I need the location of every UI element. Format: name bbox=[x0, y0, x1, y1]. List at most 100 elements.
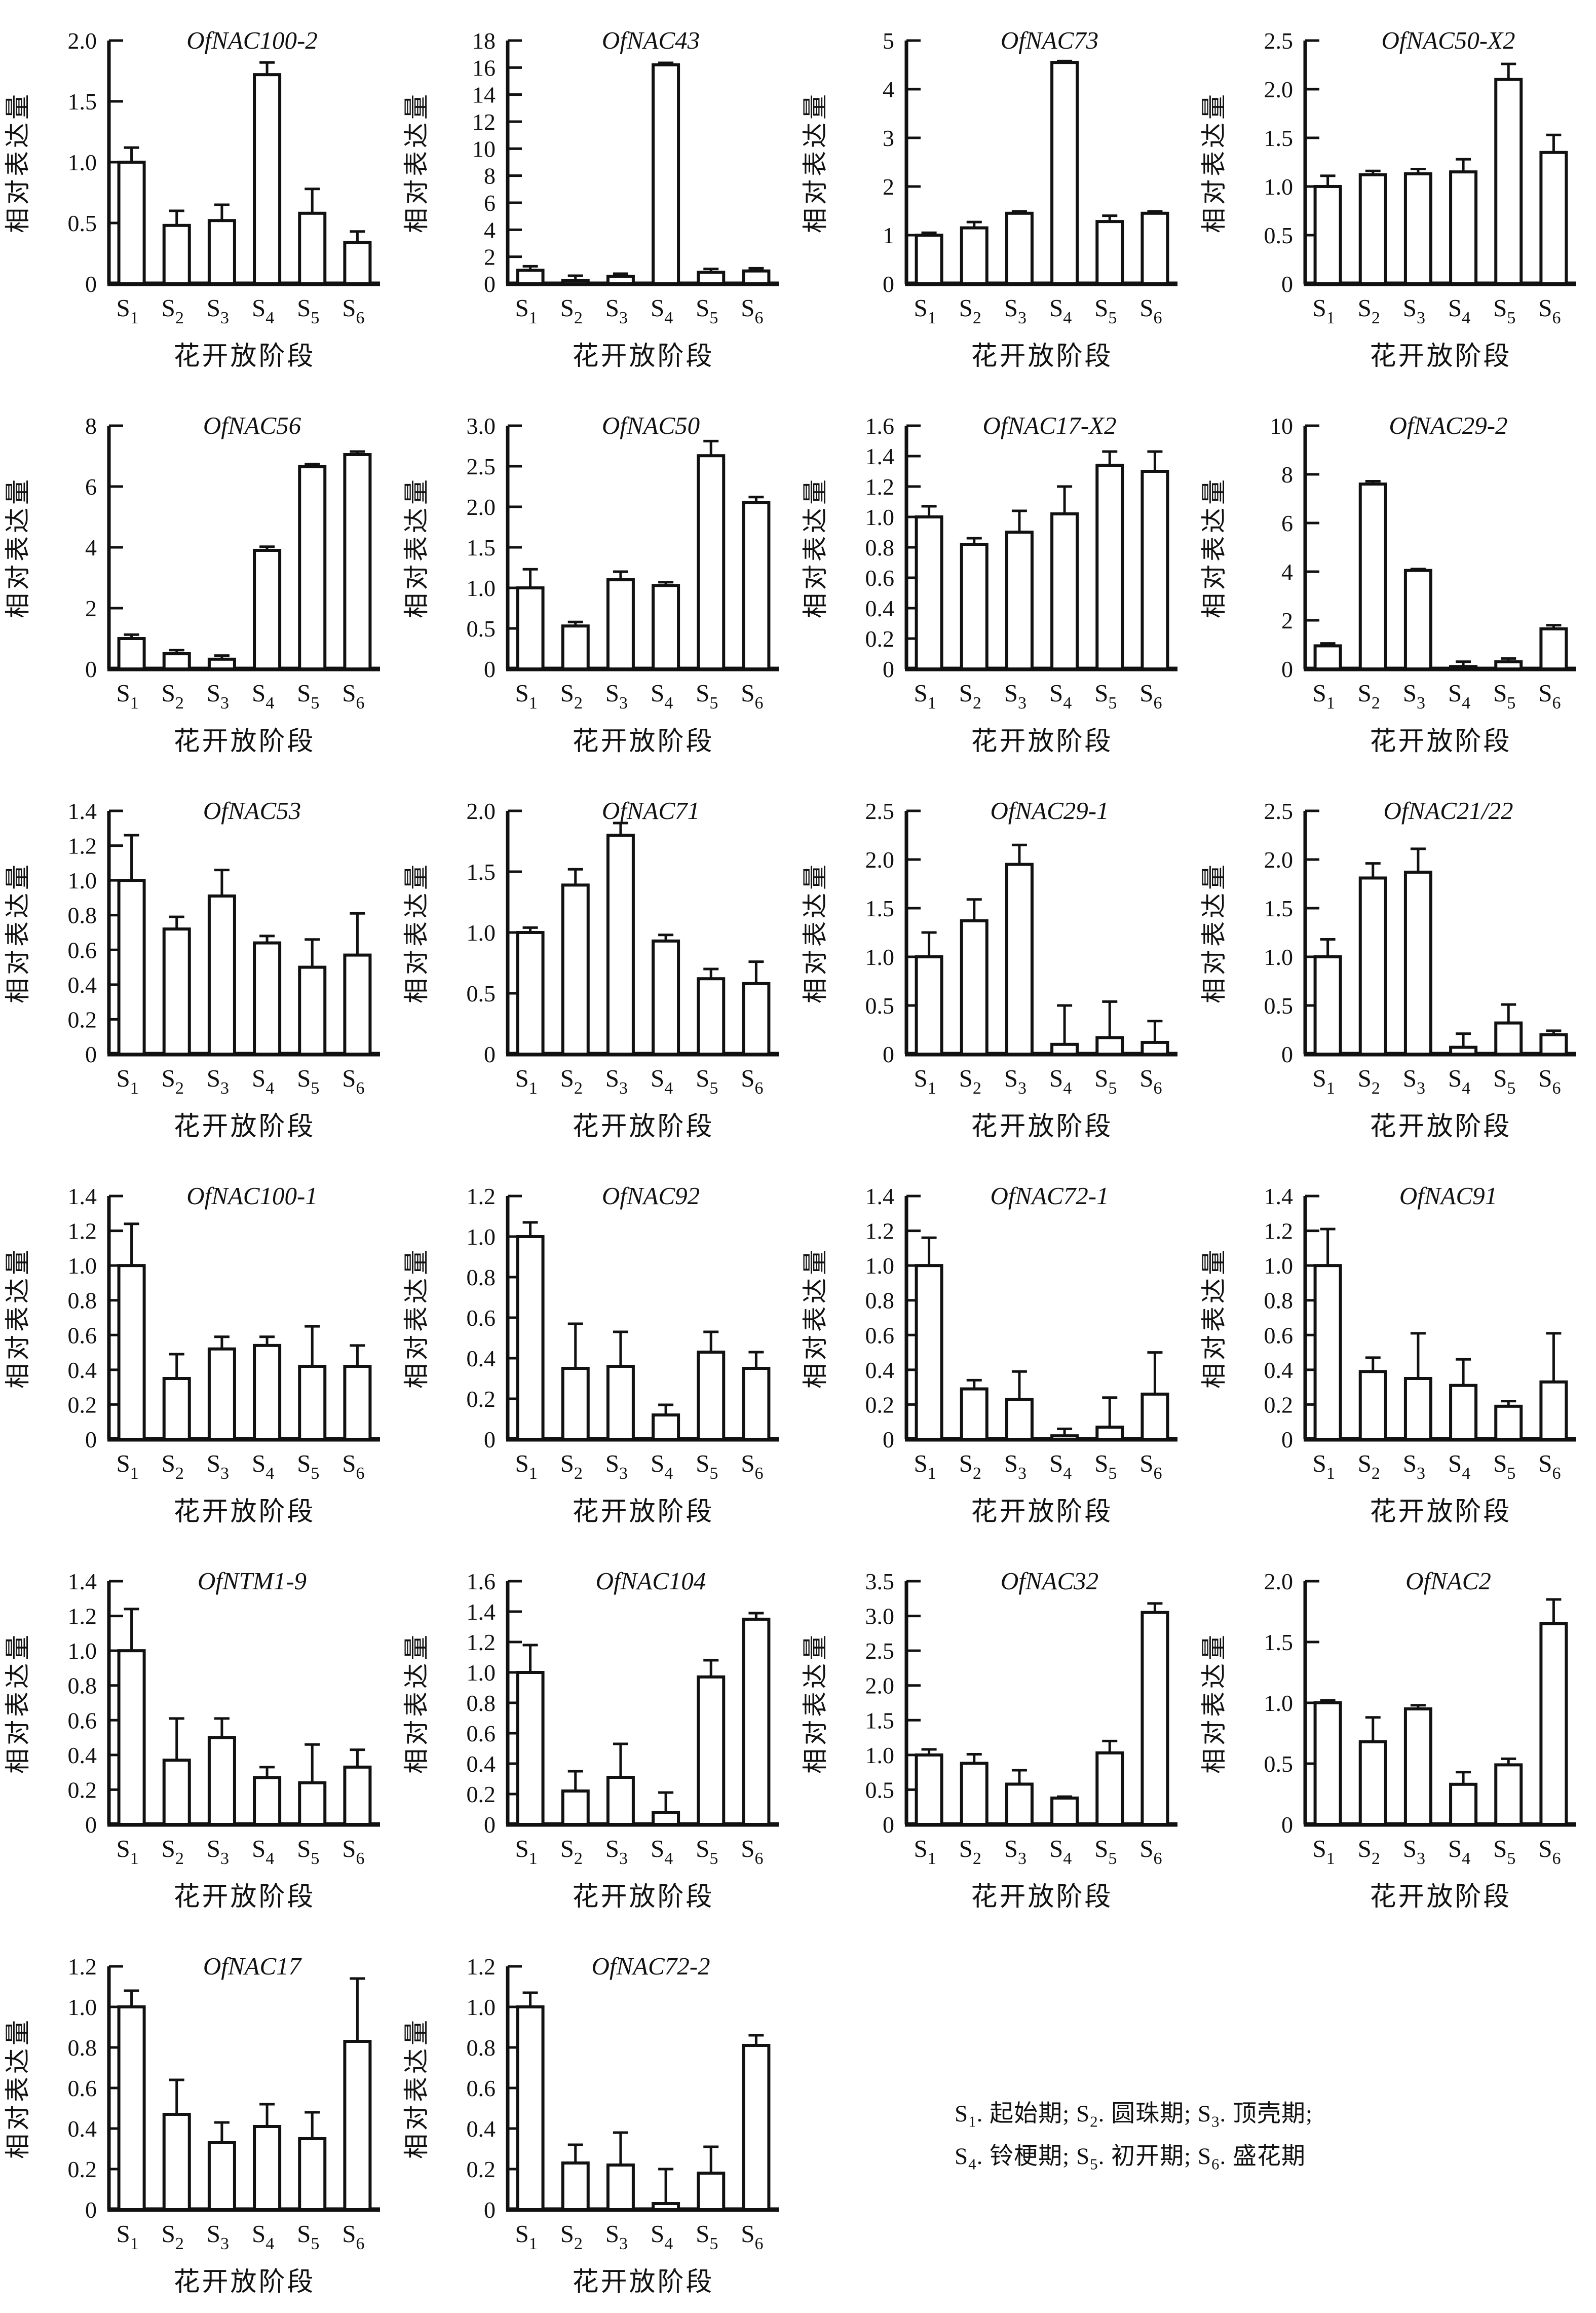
y-tick-label: 1.0 bbox=[1264, 944, 1294, 970]
bar bbox=[960, 1762, 989, 1826]
y-tick-label: 2.0 bbox=[1264, 1569, 1294, 1594]
bar bbox=[742, 269, 771, 286]
bar bbox=[1539, 151, 1568, 285]
x-tick-label: S6 bbox=[741, 294, 763, 327]
bar bbox=[1313, 644, 1342, 671]
bar bbox=[1494, 1763, 1523, 1826]
x-tick-label: S4 bbox=[651, 2220, 673, 2253]
x-tick-label: S5 bbox=[1094, 679, 1117, 713]
bar bbox=[1141, 1392, 1169, 1441]
x-tick-label: S5 bbox=[1493, 1835, 1515, 1868]
x-tick-label: S1 bbox=[515, 1064, 537, 1098]
chart-svg: 0 0.2 0.4 0.6 0.8 1.0 1.2 1.4 1.6 OfNAC104 相对表达量 S1… bbox=[402, 1567, 779, 1912]
y-axis-title: 相对表达量 bbox=[801, 91, 829, 233]
chart-title: OfNAC73 bbox=[1001, 26, 1098, 54]
x-tick-label: S5 bbox=[696, 679, 718, 713]
y-tick-label: 16 bbox=[472, 55, 496, 81]
x-tick-label: S1 bbox=[515, 1449, 537, 1483]
bar bbox=[561, 1789, 590, 1826]
y-tick-label: 0.4 bbox=[467, 1346, 496, 1371]
y-tick-label: 0.5 bbox=[1264, 222, 1294, 248]
bar bbox=[697, 454, 726, 670]
bar bbox=[162, 1377, 191, 1441]
y-tick-label: 0.2 bbox=[467, 2156, 496, 2182]
x-tick-label: S6 bbox=[1139, 1835, 1162, 1868]
y-tick-label: 1.4 bbox=[467, 1599, 496, 1625]
x-tick-label: S3 bbox=[1004, 294, 1027, 327]
bar bbox=[606, 275, 635, 285]
y-tick-label: 0.4 bbox=[1264, 1357, 1294, 1383]
chart-title: OfNAC29-1 bbox=[990, 797, 1109, 825]
bar bbox=[1050, 1042, 1079, 1056]
y-tick-label: 2 bbox=[484, 244, 496, 270]
bar bbox=[652, 2202, 680, 2211]
x-axis-title: 花开放阶段 bbox=[572, 2268, 714, 2297]
x-tick-label: S4 bbox=[252, 2220, 274, 2253]
bar bbox=[915, 1753, 943, 1826]
y-tick-label: 2.5 bbox=[1264, 28, 1294, 54]
x-tick-label: S2 bbox=[560, 1449, 583, 1483]
x-tick-label: S6 bbox=[1139, 1064, 1162, 1098]
y-axis-title: 相对表达量 bbox=[801, 862, 829, 1003]
bar bbox=[1449, 1046, 1478, 1056]
y-tick-label: 0.4 bbox=[467, 1751, 496, 1777]
bar bbox=[960, 1387, 989, 1441]
y-tick-label: 1.2 bbox=[68, 1954, 97, 1980]
y-axis-title: 相对表达量 bbox=[1200, 91, 1228, 233]
bar bbox=[1449, 665, 1478, 671]
y-axis-title: 相对表达量 bbox=[4, 862, 32, 1003]
y-tick-label: 0.5 bbox=[1264, 993, 1294, 1019]
y-tick-label: 1.4 bbox=[68, 1183, 97, 1209]
y-tick-label: 0 bbox=[1281, 1041, 1293, 1067]
y-axis-title: 相对表达量 bbox=[4, 2017, 32, 2159]
x-axis-title: 花开放阶段 bbox=[572, 342, 714, 371]
x-tick-label: S5 bbox=[297, 1064, 319, 1098]
bar bbox=[343, 1365, 372, 1441]
bar bbox=[1141, 211, 1169, 285]
bar bbox=[1313, 1264, 1342, 1441]
chart-svg: 0 0.5 1.0 1.5 2.0 2.5 OfNAC50-X2 相对表达量 S1 S2 S3 S4 S… bbox=[1200, 26, 1576, 371]
y-tick-label: 0 bbox=[484, 271, 496, 297]
chart-OfNAC17-X2: 0 0.2 0.4 0.6 0.8 1.0 1.2 1.4 1.6 OfNAC17-X2 相对表达量… bbox=[797, 385, 1196, 770]
chart-svg: 0 0.5 1.0 1.5 2.0 2.5 3.0 OfNAC50 相对表达量 S1 S2 S3 S4 S… bbox=[402, 412, 779, 756]
chart-OfNAC2: 0 0.5 1.0 1.5 2.0 OfNAC2 相对表达量 S1 S2 S3 S4 S5 S6 花开放阶… bbox=[1196, 1541, 1595, 1926]
y-axis-title: 相对表达量 bbox=[1200, 1247, 1228, 1389]
x-tick-label: S4 bbox=[252, 1835, 274, 1868]
y-tick-label: 0 bbox=[883, 1041, 894, 1067]
x-tick-label: S1 bbox=[515, 2220, 537, 2253]
bar bbox=[253, 1776, 282, 1826]
y-tick-label: 2.0 bbox=[1264, 847, 1294, 873]
x-axis-title: 花开放阶段 bbox=[173, 2268, 315, 2297]
y-tick-label: 12 bbox=[472, 109, 496, 135]
x-tick-label: S4 bbox=[1049, 679, 1072, 713]
y-axis-title: 相对表达量 bbox=[402, 1632, 431, 1774]
y-tick-label: 1.2 bbox=[865, 474, 895, 500]
y-tick-label: 0.6 bbox=[68, 1707, 97, 1733]
y-tick-label: 0.4 bbox=[68, 1357, 97, 1383]
x-tick-label: S2 bbox=[1358, 679, 1380, 713]
y-axis-title: 相对表达量 bbox=[402, 862, 431, 1003]
x-tick-label: S5 bbox=[696, 1064, 718, 1098]
y-tick-label: 0.8 bbox=[467, 1264, 496, 1290]
bar bbox=[1005, 531, 1034, 670]
bar bbox=[1005, 1398, 1034, 1441]
x-axis-title: 花开放阶段 bbox=[971, 1498, 1113, 1526]
chart-OfNAC100-1: 0 0.2 0.4 0.6 0.8 1.0 1.2 1.4 OfNAC100-1 相对表达量 S1 S… bbox=[0, 1155, 399, 1541]
x-tick-label: S2 bbox=[560, 679, 583, 713]
y-tick-label: 1.0 bbox=[467, 1660, 496, 1686]
bar bbox=[207, 1347, 236, 1441]
x-tick-label: S3 bbox=[1403, 1835, 1425, 1868]
legend-item-S2: S2. 圆珠期 bbox=[1076, 2101, 1185, 2131]
chart-OfNAC73: 0 1 2 3 4 5 OfNAC73 相对表达量 S1 S2 S3 S4 S5 S6 花开放阶段 bbox=[797, 0, 1196, 385]
y-tick-label: 1.0 bbox=[68, 1638, 97, 1664]
chart-OfNAC72-2: 0 0.2 0.4 0.6 0.8 1.0 1.2 OfNAC72-2 相对表达量 S1 S2 S3 S… bbox=[399, 1926, 797, 2311]
x-axis-title: 花开放阶段 bbox=[1370, 727, 1511, 756]
y-tick-label: 6 bbox=[85, 474, 97, 500]
x-tick-label: S6 bbox=[342, 1064, 364, 1098]
x-tick-label: S4 bbox=[252, 1064, 274, 1098]
y-tick-label: 2.0 bbox=[68, 28, 97, 54]
chart-OfNAC32: 0 0.5 1.0 1.5 2.0 2.5 3.0 3.5 OfNAC32 相对表达量 S1 S2 S3… bbox=[797, 1541, 1196, 1926]
y-tick-label: 0.8 bbox=[865, 535, 895, 561]
y-tick-label: 0.2 bbox=[1264, 1392, 1294, 1417]
x-tick-label: S1 bbox=[116, 1835, 138, 1868]
